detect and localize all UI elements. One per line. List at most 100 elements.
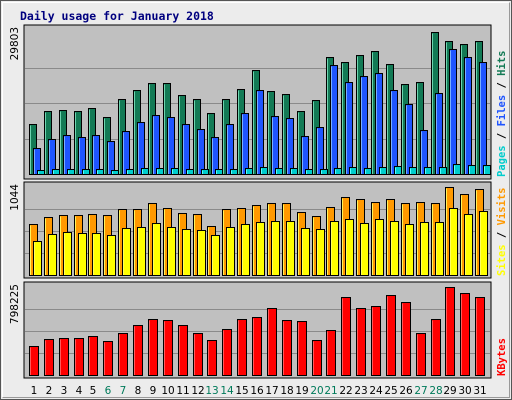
bar-sites-31 (479, 211, 488, 276)
x-tick-24: 24 (369, 385, 383, 397)
bar-pages-15 (245, 168, 253, 175)
x-tick-22: 22 (339, 385, 352, 397)
bar-sites-30 (464, 214, 473, 276)
chart-panels: 29803 Pages / Files / Hits 1044 Sites / Vis… (9, 24, 508, 379)
bar-pages-1 (37, 170, 45, 175)
x-tick-21: 21 (324, 385, 337, 397)
bar-pages-12 (201, 169, 209, 175)
bar-sites-26 (405, 224, 414, 276)
x-tick-9: 9 (150, 385, 157, 397)
bar-kbytes-1 (29, 346, 39, 376)
x-tick-28: 28 (429, 385, 442, 397)
bar-sites-20 (316, 229, 325, 276)
bar-kbytes-11 (178, 325, 188, 376)
bar-kbytes-25 (386, 295, 396, 376)
x-tick-10: 10 (161, 385, 174, 397)
x-tick-18: 18 (280, 385, 293, 397)
bar-pages-11 (186, 169, 194, 175)
bar-pages-9 (156, 168, 164, 175)
bar-sites-8 (137, 227, 146, 276)
bar-kbytes-13 (207, 340, 217, 376)
x-tick-4: 4 (76, 385, 83, 397)
bar-sites-28 (435, 222, 444, 276)
bar-sites-27 (420, 222, 429, 276)
bar-kbytes-16 (252, 317, 262, 376)
legend-kbytes: KBytes (496, 338, 508, 376)
bar-pages-18 (290, 168, 298, 175)
bar-kbytes-5 (88, 336, 98, 376)
x-tick-12: 12 (191, 385, 204, 397)
panel-hits: 29803 Pages / Files / Hits (9, 24, 508, 180)
bar-pages-14 (230, 169, 238, 175)
panel-visits: 1044 Sites / Visits (9, 181, 508, 279)
legend-item-visits: Visits (496, 187, 508, 225)
bar-pages-7 (126, 169, 134, 175)
bar-pages-17 (275, 168, 283, 175)
y-max-label-kbytes: 798225 (9, 284, 21, 324)
bar-sites-19 (301, 228, 310, 276)
x-tick-29: 29 (443, 385, 456, 397)
bar-pages-27 (424, 167, 432, 175)
bar-sites-6 (107, 235, 116, 276)
bar-sites-10 (167, 227, 176, 276)
bar-sites-11 (182, 229, 191, 276)
y-max-label-hits: 29803 (9, 27, 21, 60)
bar-pages-10 (171, 168, 179, 175)
x-tick-19: 19 (295, 385, 308, 397)
legend-item-kbytes: KBytes (496, 338, 508, 376)
x-tick-14: 14 (220, 385, 234, 397)
bar-kbytes-14 (222, 329, 232, 376)
x-tick-5: 5 (90, 385, 97, 397)
bar-sites-1 (33, 241, 42, 276)
x-tick-27: 27 (414, 385, 427, 397)
bar-sites-25 (390, 221, 399, 276)
x-tick-8: 8 (135, 385, 142, 397)
bar-sites-23 (360, 223, 369, 276)
x-tick-23: 23 (354, 385, 367, 397)
bar-kbytes-24 (371, 306, 381, 376)
bar-kbytes-17 (267, 308, 277, 376)
bar-sites-4 (78, 233, 87, 276)
y-max-label-visits: 1044 (9, 184, 21, 211)
bar-kbytes-23 (356, 308, 366, 376)
bar-pages-6 (111, 170, 119, 175)
bar-pages-23 (364, 168, 372, 175)
bar-sites-16 (256, 222, 265, 276)
panel-kbytes: 798225 KBytes (9, 281, 508, 379)
bar-kbytes-10 (163, 320, 173, 376)
bar-pages-16 (260, 167, 268, 175)
legend-hits: Pages / Files / Hits (496, 51, 508, 177)
x-tick-30: 30 (458, 385, 471, 397)
bar-sites-7 (122, 228, 131, 276)
series-pages (37, 164, 491, 175)
bar-pages-4 (82, 169, 90, 175)
bar-sites-13 (211, 235, 220, 276)
bar-sites-17 (271, 221, 280, 276)
bar-pages-21 (334, 168, 342, 175)
series-sites (33, 208, 488, 276)
bar-kbytes-18 (282, 320, 292, 376)
bar-kbytes-8 (133, 325, 143, 376)
legend-separator: / (496, 225, 508, 244)
bar-kbytes-31 (475, 297, 485, 376)
legend-item-hits: Hits (496, 51, 508, 76)
bar-kbytes-29 (445, 287, 455, 376)
bar-kbytes-20 (312, 340, 322, 376)
x-tick-2: 2 (46, 385, 53, 397)
x-tick-15: 15 (235, 385, 248, 397)
bar-sites-24 (375, 219, 384, 276)
bar-pages-28 (439, 167, 447, 175)
bar-pages-3 (67, 169, 75, 175)
bar-kbytes-30 (460, 293, 470, 376)
x-tick-1: 1 (31, 385, 38, 397)
x-tick-13: 13 (205, 385, 218, 397)
legend-item-pages: Pages (496, 145, 508, 177)
bar-kbytes-4 (74, 338, 84, 376)
bar-kbytes-3 (59, 338, 69, 376)
bar-sites-15 (241, 224, 250, 276)
bar-kbytes-27 (416, 333, 426, 376)
bar-pages-8 (141, 168, 149, 175)
bar-sites-5 (92, 233, 101, 276)
